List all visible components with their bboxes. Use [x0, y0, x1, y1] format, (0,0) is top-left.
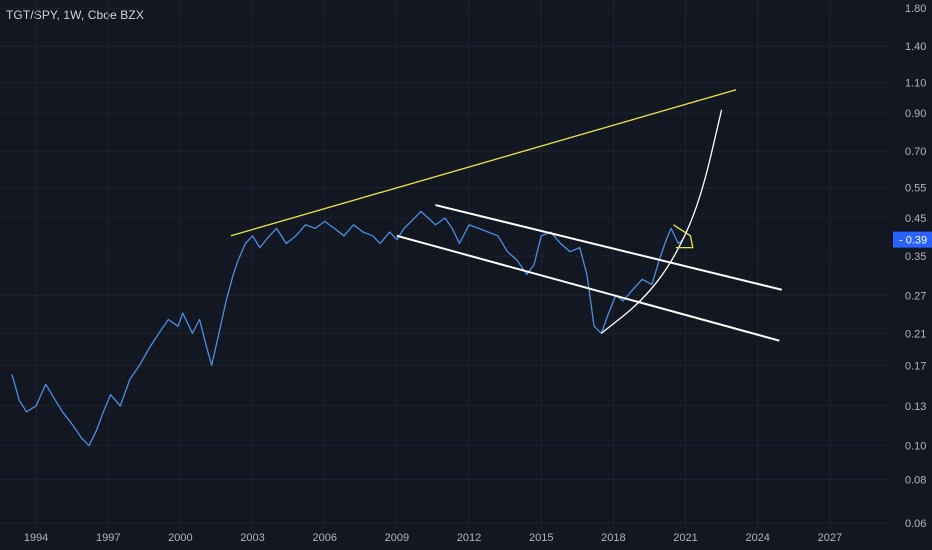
y-tick-label: 0.55 [905, 183, 926, 195]
annotation-layer [230, 89, 782, 342]
y-tick-label: 0.45 [905, 213, 926, 225]
y-tick-label: 0.10 [905, 441, 926, 453]
last-price-badge-layer: - 0.39 [893, 231, 932, 248]
x-tick-label: 2027 [818, 532, 842, 544]
upper-trendline [230, 89, 737, 237]
x-tick-label: 1997 [96, 532, 120, 544]
pennant-pattern [673, 224, 694, 249]
x-tick-label: 2000 [168, 532, 192, 544]
x-tick-label: 2006 [312, 532, 336, 544]
series-layer [11, 210, 684, 447]
price-series-line [11, 210, 684, 447]
channel-line [435, 204, 782, 291]
last-price-badge [893, 231, 932, 248]
y-tick-label: 0.35 [905, 251, 926, 263]
chart-title: TGT/SPY, 1W, Cboe BZX [6, 8, 144, 22]
x-tick-label: 2024 [745, 532, 769, 544]
y-tick-label: 1.10 [905, 78, 926, 90]
x-tick-label: 1994 [24, 532, 48, 544]
y-tick-label: 0.13 [905, 401, 926, 413]
y-tick-label: 0.21 [905, 328, 926, 340]
y-tick-label: 0.08 [905, 474, 926, 486]
y-tick-label: 0.27 [905, 290, 926, 302]
y-tick-label: 1.40 [905, 41, 926, 53]
x-tick-label: 2009 [385, 532, 409, 544]
y-tick-label: 0.70 [905, 146, 926, 158]
y-tick-label: 0.90 [905, 108, 926, 120]
parabolic-curve [600, 109, 723, 334]
x-tick-label: 2003 [240, 532, 264, 544]
y-tick-label: 0.06 [905, 518, 926, 530]
x-tick-label: 2015 [529, 532, 553, 544]
y-axis: 1.80 1.40 1.10 0.90 0.70 0.55 0.45 0.35 0.27 0.21… [905, 3, 926, 530]
y-tick-label: 0.17 [905, 360, 926, 372]
last-price-label: - 0.39 [899, 235, 927, 247]
channel-line [396, 234, 780, 342]
grid-layer [0, 0, 890, 528]
y-tick-label: 1.80 [905, 3, 926, 15]
x-tick-label: 2021 [673, 532, 697, 544]
x-axis: 1994 1997 2000 2003 2006 2009 2012 2015 2018 2021… [24, 532, 842, 544]
x-tick-label: 2012 [457, 532, 481, 544]
x-tick-label: 2018 [601, 532, 625, 544]
